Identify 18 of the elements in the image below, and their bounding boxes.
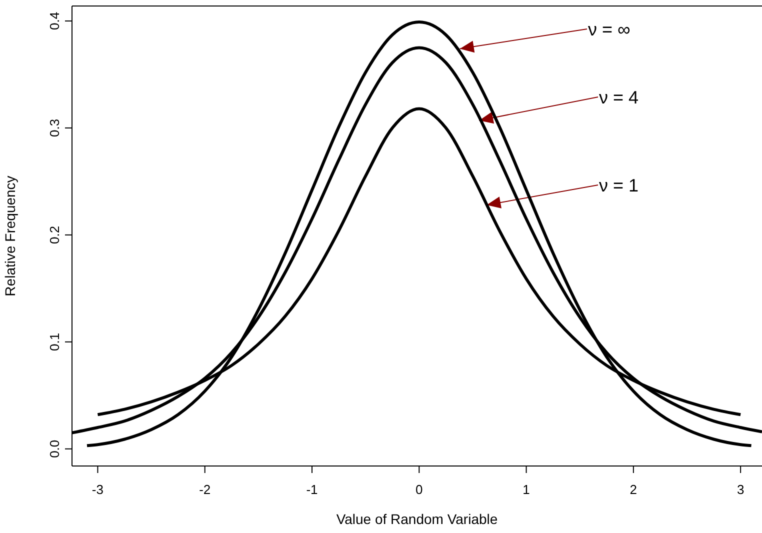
line-series <box>96 107 742 416</box>
x-tick-label: 0 <box>416 482 423 498</box>
y-axis-title: Relative Frequency <box>2 176 18 296</box>
annotation: ν = 1 <box>599 175 639 196</box>
annotation: ν = 4 <box>599 87 639 108</box>
y-tick-label: 0.1 <box>47 332 62 351</box>
y-tick-label: 0.0 <box>47 440 62 458</box>
x-tick-label: 1 <box>522 482 530 498</box>
y-tick-label: 0.2 <box>47 226 62 244</box>
y-tick-label: 0.4 <box>47 12 62 30</box>
x-tick-label: 3 <box>736 482 744 498</box>
x-tick-label: -3 <box>92 482 104 498</box>
annotation: ν = ∞ <box>588 19 631 40</box>
x-axis-title: Value of Random Variable <box>336 511 498 527</box>
x-tick-label: -2 <box>199 482 211 498</box>
y-tick-label: 0.3 <box>47 118 62 137</box>
x-tick-label: -1 <box>306 482 318 498</box>
x-tick-label: 2 <box>630 482 638 498</box>
